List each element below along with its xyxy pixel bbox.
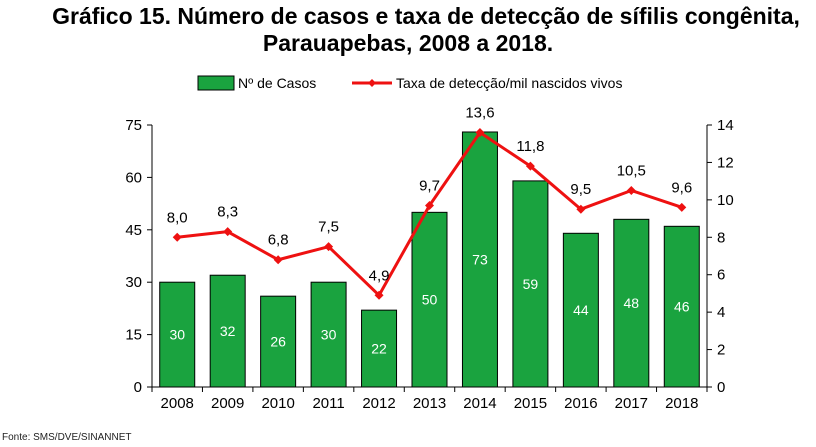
rate-label-2010: 6,8 — [268, 232, 289, 249]
rate-marker-2016 — [576, 204, 586, 214]
y-left-tick-label-60: 60 — [125, 169, 142, 186]
x-tick-label-2008: 2008 — [161, 395, 194, 412]
bar-2015 — [512, 180, 549, 388]
legend-swatch-cases — [197, 75, 235, 91]
rate-label-2009: 8,3 — [217, 204, 238, 221]
x-tick-label-2017: 2017 — [615, 395, 648, 412]
legend-label-rate: Taxa de detecção/mil nascidos vivos — [396, 75, 622, 91]
rate-marker-2010 — [273, 255, 283, 265]
y-right-tick-label-8: 8 — [717, 229, 725, 246]
rate-label-2017: 10,5 — [617, 163, 646, 180]
bar-label-2012: 22 — [371, 341, 387, 357]
legend-label-cases: Nº de Casos — [238, 75, 316, 91]
y-right-tick-label-4: 4 — [717, 304, 725, 321]
y-right-tick-label-14: 14 — [717, 117, 734, 134]
rate-label-2014: 13,6 — [465, 104, 494, 121]
rate-marker-2014 — [475, 127, 485, 137]
rate-label-2016: 9,5 — [570, 181, 591, 198]
chart-title-line-2: Parauapebas, 2008 a 2018. — [262, 30, 554, 56]
rate-marker-2018 — [677, 202, 687, 212]
bar-label-2009: 32 — [220, 323, 236, 339]
bar-2010 — [260, 295, 297, 388]
rate-marker-2017 — [626, 186, 636, 195]
bar-label-2013: 50 — [422, 292, 438, 308]
bar-2009 — [209, 274, 246, 388]
bar-label-2011: 30 — [321, 327, 337, 343]
legend-marker-rate — [368, 79, 376, 87]
x-tick-label-2010: 2010 — [261, 395, 294, 412]
bar-2017 — [613, 218, 650, 388]
source-note: Fonte: SMS/DVE/SINANNET — [2, 432, 132, 443]
x-tick-label-2009: 2009 — [211, 395, 244, 412]
rate-marker-2009 — [223, 227, 233, 237]
rate-label-2012: 4,9 — [369, 267, 390, 284]
x-tick-label-2015: 2015 — [514, 395, 547, 412]
x-tick-label-2016: 2016 — [564, 395, 597, 412]
y-right-tick-label-6: 6 — [717, 267, 725, 284]
bar-2011 — [310, 281, 347, 388]
bar-2018 — [663, 225, 700, 388]
rate-marker-2011 — [324, 242, 334, 252]
rate-label-2013: 9,7 — [419, 177, 440, 194]
bar-2012 — [361, 309, 398, 388]
rate-marker-2015 — [525, 161, 535, 171]
rate-marker-2012 — [374, 290, 384, 300]
rate-label-2018: 9,6 — [671, 179, 692, 196]
bar-label-2018: 46 — [674, 299, 690, 315]
y-left-tick-label-0: 0 — [134, 379, 142, 396]
bar-label-2015: 59 — [523, 276, 539, 292]
rate-label-2008: 8,0 — [167, 209, 188, 226]
y-left-tick-label-15: 15 — [125, 327, 142, 344]
bar-2013 — [411, 211, 448, 388]
x-tick-label-2018: 2018 — [665, 395, 698, 412]
rate-marker-2008 — [172, 232, 182, 242]
y-left-tick-label-30: 30 — [125, 274, 142, 291]
x-tick-label-2011: 2011 — [312, 395, 344, 412]
bar-label-2016: 44 — [573, 302, 589, 318]
rate-label-2011: 7,5 — [318, 219, 339, 236]
rate-marker-2013 — [425, 200, 434, 210]
x-tick-label-2013: 2013 — [413, 395, 446, 412]
y-left-tick-label-75: 75 — [125, 117, 142, 134]
bar-label-2017: 48 — [624, 295, 640, 311]
y-right-tick-label-10: 10 — [717, 192, 734, 209]
y-left-tick-label-45: 45 — [125, 222, 142, 239]
bar-label-2008: 30 — [169, 327, 185, 343]
x-tick-label-2012: 2012 — [362, 395, 395, 412]
x-tick-label-2014: 2014 — [463, 395, 496, 412]
chart-title-line-1: Gráfico 15. Número de casos e taxa de de… — [52, 3, 800, 29]
bar-label-2014: 73 — [472, 251, 488, 267]
legend: Nº de Casos Taxa de detecção/mil nascido… — [197, 75, 622, 91]
y-right-tick-label-0: 0 — [717, 379, 725, 396]
rate-label-2015: 11,8 — [516, 138, 544, 155]
y-right-tick-label-2: 2 — [717, 342, 725, 359]
bar-2014 — [461, 131, 498, 388]
y-right-tick-label-12: 12 — [717, 154, 734, 171]
bar-label-2010: 26 — [270, 334, 286, 350]
